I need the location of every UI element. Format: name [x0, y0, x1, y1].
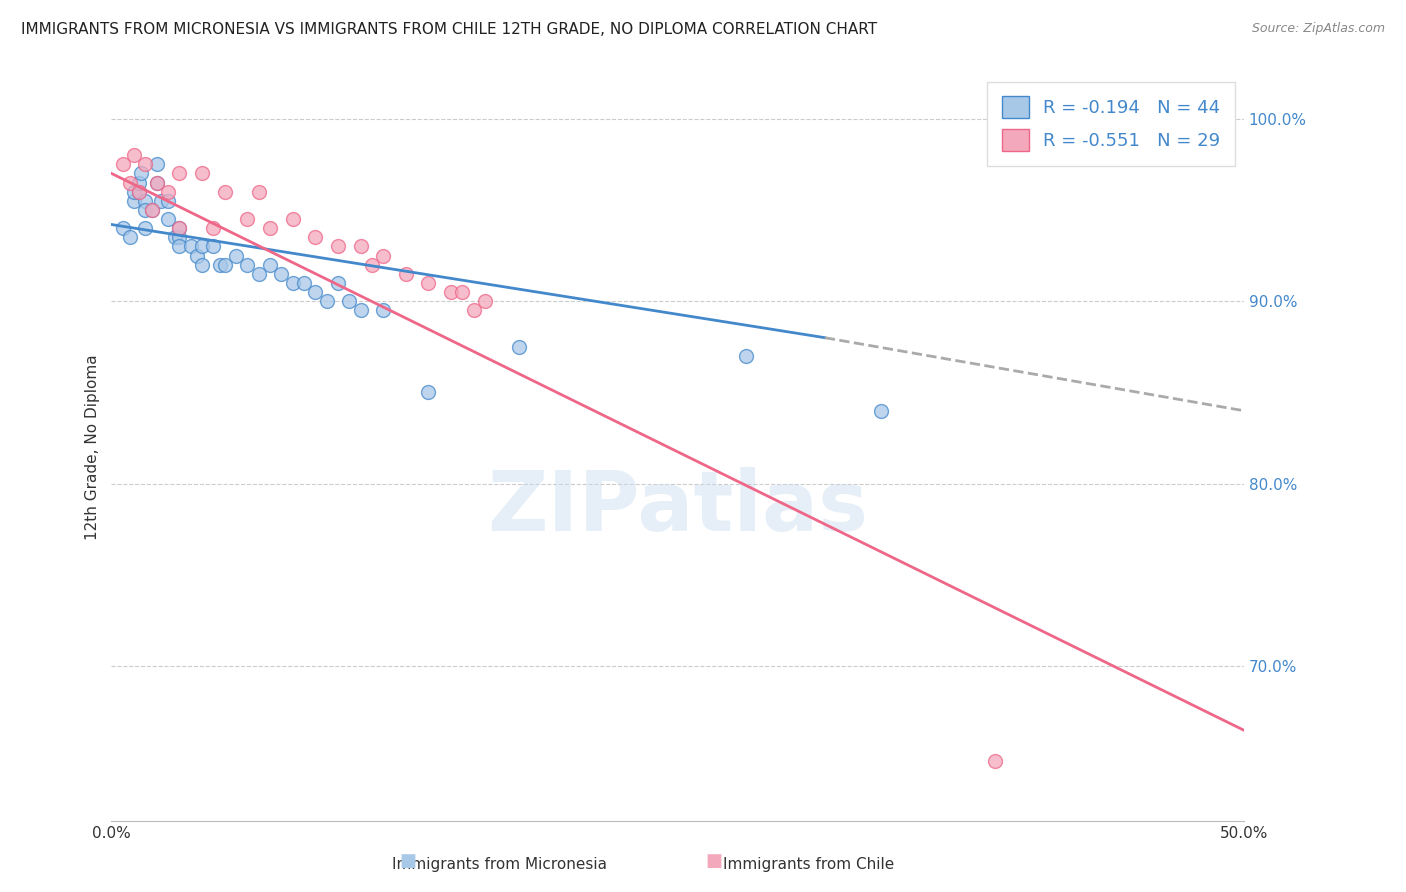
Point: [157, 185, 180, 199]
Point: [508, 340, 530, 354]
Point: [337, 294, 360, 309]
Point: [129, 166, 152, 180]
Point: [418, 385, 440, 400]
Point: [440, 285, 463, 299]
Point: [259, 258, 281, 272]
Point: [209, 258, 232, 272]
Point: [128, 176, 150, 190]
Point: [122, 148, 145, 162]
Point: [304, 285, 326, 299]
Point: [373, 303, 395, 318]
Point: [326, 239, 349, 253]
Point: [118, 176, 141, 190]
Point: [141, 202, 163, 217]
Point: [111, 157, 134, 171]
Point: [145, 176, 167, 190]
Point: [169, 166, 191, 180]
Point: [236, 212, 259, 227]
Point: [169, 221, 191, 235]
Point: [134, 221, 156, 235]
Point: [191, 239, 214, 253]
Point: [202, 221, 225, 235]
Point: [169, 239, 191, 253]
Text: IMMIGRANTS FROM MICRONESIA VS IMMIGRANTS FROM CHILE 12TH GRADE, NO DIPLOMA CORRE: IMMIGRANTS FROM MICRONESIA VS IMMIGRANTS…: [21, 22, 877, 37]
Y-axis label: 12th Grade, No Diploma: 12th Grade, No Diploma: [86, 354, 100, 540]
Point: [304, 230, 326, 244]
Point: [451, 285, 474, 299]
Point: [141, 202, 163, 217]
Point: [134, 157, 156, 171]
Point: [247, 185, 270, 199]
Point: [163, 230, 186, 244]
Point: [259, 221, 281, 235]
Point: [395, 267, 418, 281]
Text: Source: ZipAtlas.com: Source: ZipAtlas.com: [1251, 22, 1385, 36]
Point: [134, 194, 156, 208]
Point: [463, 303, 485, 318]
Point: [191, 166, 214, 180]
Point: [373, 248, 395, 262]
Point: [236, 258, 259, 272]
Point: [111, 221, 134, 235]
Point: [349, 239, 371, 253]
Text: Immigrants from Micronesia: Immigrants from Micronesia: [392, 857, 606, 872]
Point: [349, 303, 371, 318]
Point: [983, 754, 1005, 768]
Point: [315, 294, 337, 309]
Text: ZIPatlas: ZIPatlas: [486, 467, 868, 548]
Point: [180, 239, 202, 253]
Point: [281, 276, 304, 290]
Point: [214, 185, 236, 199]
Point: [292, 276, 315, 290]
Point: [128, 185, 150, 199]
Point: [326, 276, 349, 290]
Point: [474, 294, 496, 309]
Point: [118, 230, 141, 244]
Text: ■: ■: [706, 852, 723, 870]
Point: [157, 212, 180, 227]
Point: [225, 248, 247, 262]
Point: [360, 258, 382, 272]
Point: [145, 176, 167, 190]
Point: [169, 221, 191, 235]
Point: [418, 276, 440, 290]
Point: [122, 194, 145, 208]
Point: [150, 194, 173, 208]
Legend: R = -0.194   N = 44, R = -0.551   N = 29: R = -0.194 N = 44, R = -0.551 N = 29: [987, 82, 1234, 166]
Point: [169, 230, 191, 244]
Point: [202, 239, 225, 253]
Point: [281, 212, 304, 227]
Point: [186, 248, 208, 262]
Point: [134, 202, 156, 217]
Point: [191, 258, 214, 272]
Text: Immigrants from Chile: Immigrants from Chile: [723, 857, 894, 872]
Point: [122, 185, 145, 199]
Point: [128, 185, 150, 199]
Point: [145, 157, 167, 171]
Point: [870, 403, 893, 417]
Text: ■: ■: [399, 852, 416, 870]
Point: [157, 194, 180, 208]
Point: [270, 267, 292, 281]
Point: [247, 267, 270, 281]
Point: [734, 349, 756, 363]
Point: [214, 258, 236, 272]
